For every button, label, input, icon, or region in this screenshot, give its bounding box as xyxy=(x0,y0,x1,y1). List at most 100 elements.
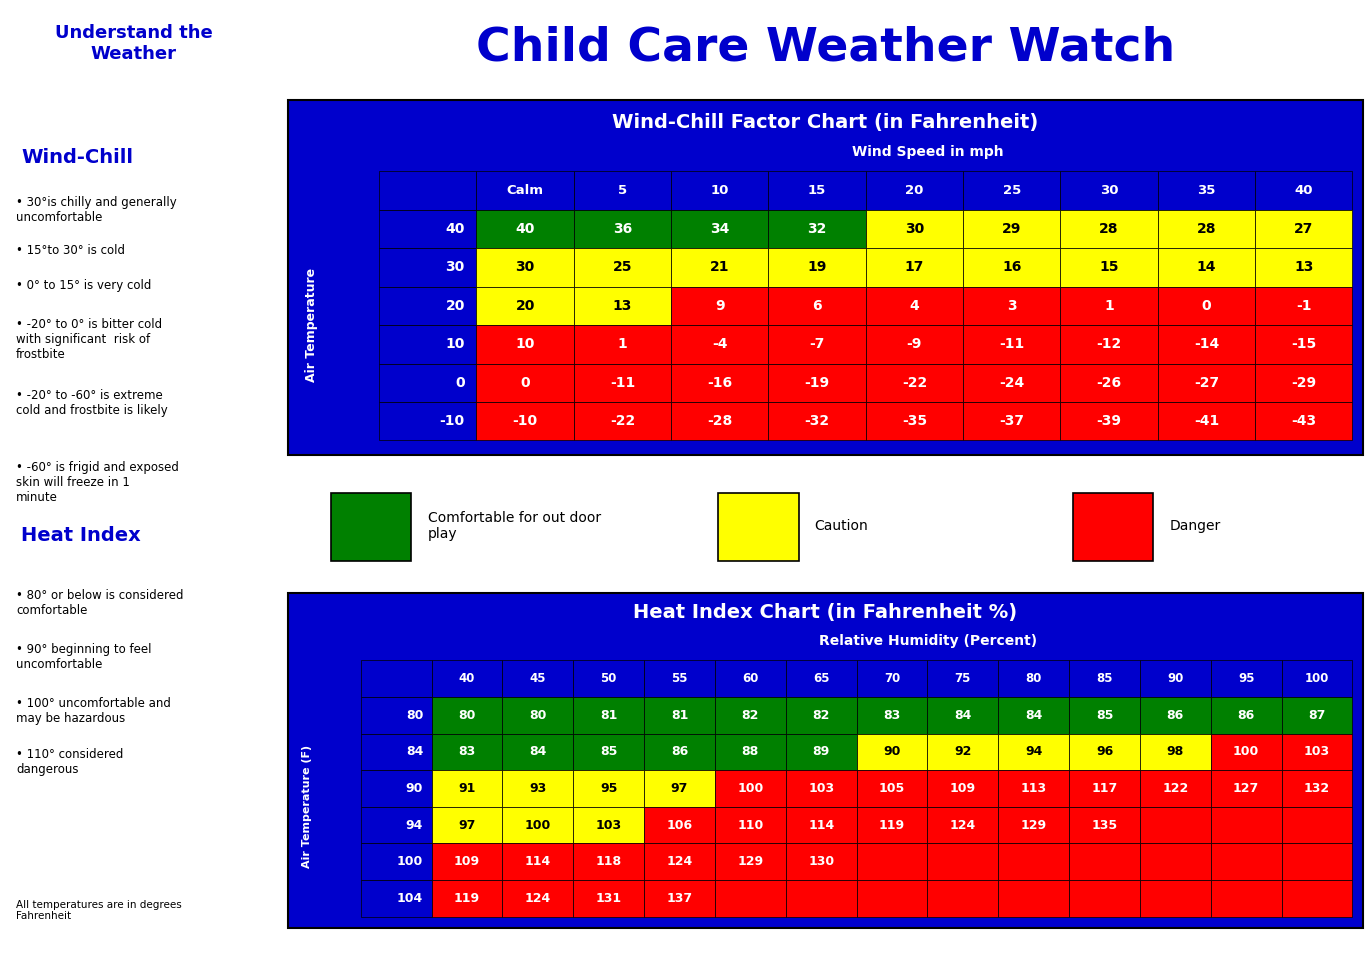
Bar xyxy=(1060,287,1158,325)
Bar xyxy=(360,880,432,917)
Text: • -20° to 0° is bitter cold
with significant  risk of
frostbite: • -20° to 0° is bitter cold with signifi… xyxy=(16,318,162,361)
Bar xyxy=(671,287,769,325)
Bar xyxy=(360,807,432,843)
Text: 60: 60 xyxy=(743,672,759,685)
Text: 10: 10 xyxy=(515,337,534,351)
Bar xyxy=(379,325,477,364)
Text: 114: 114 xyxy=(808,818,834,832)
Text: 84: 84 xyxy=(1025,709,1043,722)
Text: 0: 0 xyxy=(521,376,530,389)
Bar xyxy=(999,807,1069,843)
Text: 100: 100 xyxy=(1304,672,1329,685)
Bar xyxy=(963,325,1060,364)
Text: 20: 20 xyxy=(906,184,923,197)
Bar xyxy=(927,807,999,843)
Bar xyxy=(1211,660,1281,697)
Bar xyxy=(1158,287,1255,325)
Text: Danger: Danger xyxy=(1170,520,1221,533)
Bar xyxy=(963,171,1060,210)
Bar xyxy=(1211,697,1281,733)
Text: 36: 36 xyxy=(612,222,632,236)
Text: -14: -14 xyxy=(1193,337,1219,351)
Bar xyxy=(1069,770,1140,807)
Text: • 0° to 15° is very cold: • 0° to 15° is very cold xyxy=(16,279,152,293)
Text: • 30°is chilly and generally
uncomfortable: • 30°is chilly and generally uncomfortab… xyxy=(16,196,177,224)
Text: -27: -27 xyxy=(1193,376,1219,389)
Bar xyxy=(671,171,769,210)
Bar xyxy=(715,880,786,917)
Bar xyxy=(503,697,573,733)
Bar xyxy=(786,843,856,880)
Bar xyxy=(573,660,644,697)
Bar xyxy=(1281,807,1352,843)
Bar xyxy=(769,402,866,440)
Text: Wind-Chill Factor Chart (in Fahrenheit): Wind-Chill Factor Chart (in Fahrenheit) xyxy=(612,113,1038,132)
Bar xyxy=(1211,770,1281,807)
Text: 28: 28 xyxy=(1099,222,1119,236)
Text: -10: -10 xyxy=(512,414,537,428)
Bar xyxy=(1211,733,1281,770)
Bar xyxy=(1281,697,1352,733)
Text: 45: 45 xyxy=(530,672,547,685)
Bar xyxy=(1281,733,1352,770)
Bar xyxy=(573,807,644,843)
Bar xyxy=(866,325,963,364)
Text: Understand the
Weather: Understand the Weather xyxy=(55,24,212,63)
Text: -1: -1 xyxy=(1296,299,1311,313)
Text: 80: 80 xyxy=(1026,672,1041,685)
Text: 16: 16 xyxy=(1001,260,1022,275)
Text: 13: 13 xyxy=(1295,260,1314,275)
Text: • 90° beginning to feel
uncomfortable: • 90° beginning to feel uncomfortable xyxy=(16,643,152,671)
Text: 83: 83 xyxy=(459,746,475,758)
Text: Wind-Chill: Wind-Chill xyxy=(22,148,133,167)
Text: • -60° is frigid and exposed
skin will freeze in 1
minute: • -60° is frigid and exposed skin will f… xyxy=(16,461,179,504)
Text: • -20° to -60° is extreme
cold and frostbite is likely: • -20° to -60° is extreme cold and frost… xyxy=(16,389,167,417)
Bar xyxy=(786,660,856,697)
Bar xyxy=(1158,171,1255,210)
Bar xyxy=(432,733,503,770)
Bar xyxy=(573,880,644,917)
Bar xyxy=(856,843,927,880)
Bar xyxy=(1069,807,1140,843)
Text: 129: 129 xyxy=(1021,818,1047,832)
Bar xyxy=(769,325,866,364)
Text: 27: 27 xyxy=(1295,222,1314,236)
Text: -22: -22 xyxy=(610,414,636,428)
Text: 117: 117 xyxy=(1092,782,1118,795)
Text: 88: 88 xyxy=(741,746,759,758)
Text: 34: 34 xyxy=(710,222,729,236)
Bar xyxy=(1255,171,1352,210)
Bar xyxy=(379,248,477,287)
Text: • 100° uncomfortable and
may be hazardous: • 100° uncomfortable and may be hazardou… xyxy=(16,697,171,724)
Bar xyxy=(644,733,715,770)
Text: 92: 92 xyxy=(954,746,971,758)
Text: -19: -19 xyxy=(804,376,830,389)
Bar xyxy=(503,770,573,807)
Text: 122: 122 xyxy=(1162,782,1188,795)
Text: 90: 90 xyxy=(884,746,900,758)
Text: 97: 97 xyxy=(459,818,475,832)
Bar xyxy=(769,364,866,402)
Bar xyxy=(963,210,1060,248)
Bar xyxy=(999,733,1069,770)
Bar xyxy=(963,287,1060,325)
Text: 85: 85 xyxy=(1096,709,1114,722)
Bar xyxy=(999,660,1069,697)
Bar xyxy=(1211,843,1281,880)
Text: 98: 98 xyxy=(1167,746,1184,758)
Bar xyxy=(856,880,927,917)
Text: 65: 65 xyxy=(812,672,829,685)
Bar xyxy=(1060,364,1158,402)
Bar xyxy=(856,697,927,733)
Text: 135: 135 xyxy=(1092,818,1118,832)
Text: 30: 30 xyxy=(1100,184,1118,197)
Bar xyxy=(866,171,963,210)
Text: 85: 85 xyxy=(1096,672,1112,685)
Bar xyxy=(573,843,644,880)
Bar xyxy=(1140,843,1211,880)
Text: 106: 106 xyxy=(666,818,693,832)
Bar xyxy=(644,807,715,843)
Bar xyxy=(1069,733,1140,770)
Bar xyxy=(786,880,856,917)
Bar xyxy=(1255,287,1352,325)
